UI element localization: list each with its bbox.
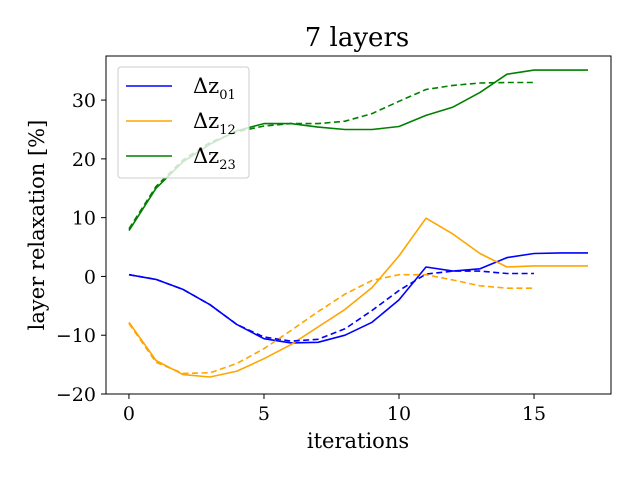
series-line-dashed-3: [128, 270, 534, 342]
y-tick-label: 20: [72, 149, 96, 171]
y-tick-label: 30: [72, 90, 96, 112]
y-tick-label: −20: [56, 384, 96, 406]
x-tick-label: 0: [123, 403, 135, 425]
x-tick-label: 15: [522, 403, 546, 425]
y-axis-label: layer relaxation [%]: [25, 120, 49, 331]
legend-label-23: Δz23: [193, 144, 236, 173]
x-tick-label: 5: [258, 403, 270, 425]
series-line-dashed-4: [128, 273, 534, 375]
x-tick-label: 10: [387, 403, 411, 425]
legend-label-01: Δz01: [193, 74, 236, 103]
plot-frame: [105, 55, 612, 395]
legend-box: [117, 66, 250, 179]
y-tick-label: −10: [56, 325, 96, 347]
chart-title: 7 layers: [305, 23, 409, 53]
y-tick-label: 10: [72, 208, 96, 230]
axis-ticks: 0 5 10 15 −20 −10 0 10 20 30: [56, 90, 546, 425]
legend: Δz01 Δz12 Δz23: [117, 66, 250, 179]
y-tick-label: 0: [84, 266, 96, 288]
series-line-solid-1: [128, 217, 588, 378]
x-axis-label: iterations: [307, 429, 409, 453]
legend-label-12: Δz12: [193, 109, 236, 138]
series-line-solid-0: [128, 252, 588, 344]
